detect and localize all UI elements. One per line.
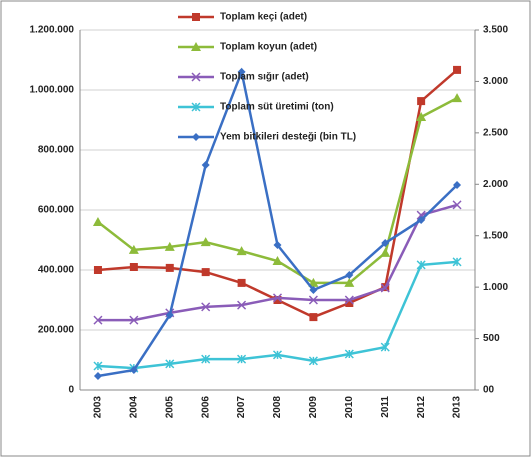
marker: [201, 302, 211, 312]
y2-tick-label: 2.500: [483, 127, 508, 138]
y2-tick-label: 3.000: [483, 76, 508, 87]
marker: [165, 359, 175, 369]
marker: [129, 315, 139, 325]
marker: [380, 247, 391, 257]
y-tick-label: 400.000: [38, 265, 75, 276]
x-tick-label: 2008: [272, 396, 283, 419]
marker: [417, 97, 426, 106]
y2-tick-label: 00: [483, 385, 495, 396]
marker: [309, 313, 318, 322]
legend-label: Toplam süt üretimi (ton): [220, 102, 334, 113]
marker: [192, 13, 200, 21]
marker: [201, 160, 210, 169]
marker: [128, 244, 139, 254]
x-tick-label: 2007: [236, 396, 247, 419]
marker: [165, 263, 174, 272]
x-tick-label: 2013: [452, 396, 463, 419]
marker: [236, 246, 247, 256]
marker: [272, 256, 283, 265]
marker: [92, 217, 103, 226]
y-tick-label: 0: [68, 385, 74, 396]
legend-label: Yem bitkileri desteği (bin TL): [220, 132, 356, 143]
marker: [452, 93, 463, 103]
marker: [309, 286, 318, 295]
x-tick-label: 2003: [93, 396, 104, 419]
y-tick-label: 600.000: [38, 205, 75, 216]
marker: [345, 299, 354, 307]
marker: [308, 295, 318, 305]
x-tick-label: 2009: [308, 396, 319, 419]
marker: [201, 354, 211, 364]
marker: [191, 102, 201, 112]
marker: [192, 133, 200, 141]
marker: [237, 278, 246, 287]
marker: [272, 350, 283, 360]
marker: [93, 372, 102, 381]
y-tick-label: 800.000: [38, 145, 75, 156]
marker: [200, 237, 211, 247]
marker: [453, 65, 462, 74]
marker: [417, 215, 426, 224]
marker: [164, 241, 175, 251]
marker: [453, 181, 462, 190]
marker: [201, 268, 210, 277]
y-tick-label: 1.200.000: [30, 25, 75, 36]
marker: [93, 266, 102, 274]
marker: [452, 200, 462, 210]
x-tick-label: 2005: [164, 396, 175, 419]
marker: [273, 240, 282, 249]
y2-tick-label: 3.500: [483, 25, 508, 36]
y2-tick-label: 500: [483, 333, 500, 344]
marker: [237, 67, 246, 76]
marker: [273, 296, 282, 304]
marker: [129, 366, 138, 375]
marker: [129, 263, 138, 271]
y2-tick-label: 1.500: [483, 230, 508, 241]
marker: [308, 277, 319, 287]
marker: [237, 300, 247, 310]
marker: [416, 112, 427, 121]
marker: [344, 277, 355, 287]
y-tick-label: 1.000.000: [30, 85, 75, 96]
marker: [272, 293, 283, 303]
marker: [345, 271, 354, 280]
marker: [380, 283, 390, 293]
x-tick-label: 2010: [344, 396, 355, 419]
marker: [452, 257, 462, 267]
marker: [308, 356, 318, 366]
x-tick-label: 2012: [416, 396, 427, 419]
marker: [191, 42, 201, 51]
legend-label: Toplam keçi (adet): [220, 12, 307, 23]
marker: [344, 295, 354, 305]
marker: [416, 260, 426, 270]
marker: [381, 239, 390, 248]
legend-label: Toplam sığır (adet): [220, 72, 309, 83]
y-tick-label: 200.000: [38, 325, 75, 336]
marker: [237, 354, 247, 364]
x-tick-label: 2006: [200, 396, 211, 419]
marker: [344, 349, 354, 359]
marker: [93, 361, 103, 371]
marker: [191, 72, 201, 82]
y2-tick-label: 2.000: [483, 179, 508, 190]
x-tick-label: 2004: [129, 396, 140, 419]
marker: [93, 315, 103, 325]
legend-label: Toplam koyun (adet): [220, 42, 317, 53]
marker: [380, 342, 390, 352]
marker: [165, 311, 174, 320]
x-tick-label: 2011: [380, 396, 391, 418]
y2-tick-label: 1.000: [483, 282, 508, 293]
